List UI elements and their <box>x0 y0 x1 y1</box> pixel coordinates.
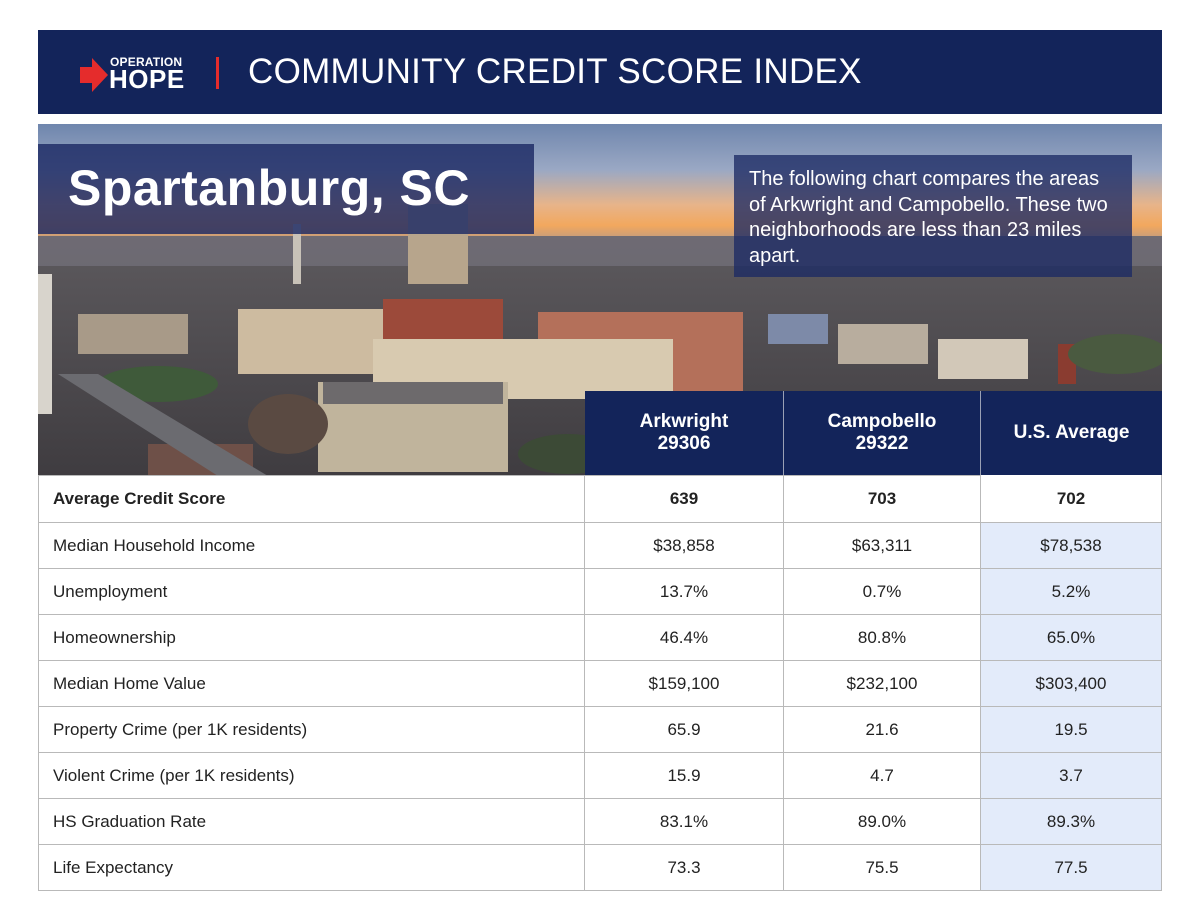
column-header-campobello: Campobello 29322 <box>784 391 981 475</box>
cell-arkwright: 83.1% <box>585 799 784 844</box>
arrow-logo-icon <box>80 58 108 92</box>
logo-text-top: OPERATION <box>110 55 183 69</box>
cell-campobello: 703 <box>784 475 981 522</box>
cell-arkwright: $38,858 <box>585 523 784 568</box>
cell-us-average: 77.5 <box>981 845 1162 890</box>
cell-us-average: 19.5 <box>981 707 1162 752</box>
city-title-box: Spartanburg, SC <box>38 144 534 234</box>
operation-hope-logo: OPERATION HOPE <box>80 54 200 94</box>
column-header-zip: 29306 <box>657 433 711 454</box>
logo-text-bottom: HOPE <box>109 64 185 94</box>
table-row-credit-score: Average Credit Score 639 703 702 <box>38 475 1162 523</box>
column-header-name: Campobello <box>827 411 937 432</box>
row-label: Unemployment <box>38 569 585 614</box>
table-row: Violent Crime (per 1K residents) 15.9 4.… <box>38 753 1162 799</box>
cell-arkwright: 65.9 <box>585 707 784 752</box>
table-row: Property Crime (per 1K residents) 65.9 2… <box>38 707 1162 753</box>
cell-arkwright: $159,100 <box>585 661 784 706</box>
cell-us-average: 5.2% <box>981 569 1162 614</box>
column-header-zip: 29322 <box>855 433 909 454</box>
cell-us-average: 702 <box>981 475 1162 522</box>
table-row: Life Expectancy 73.3 75.5 77.5 <box>38 845 1162 891</box>
cell-us-average: $303,400 <box>981 661 1162 706</box>
cell-arkwright: 639 <box>585 475 784 522</box>
row-label: Median Household Income <box>38 523 585 568</box>
cell-campobello: 89.0% <box>784 799 981 844</box>
cell-arkwright: 13.7% <box>585 569 784 614</box>
cell-campobello: $63,311 <box>784 523 981 568</box>
row-label: Median Home Value <box>38 661 585 706</box>
cell-campobello: 0.7% <box>784 569 981 614</box>
cell-us-average: $78,538 <box>981 523 1162 568</box>
row-label: Property Crime (per 1K residents) <box>38 707 585 752</box>
cell-arkwright: 73.3 <box>585 845 784 890</box>
column-header-arkwright: Arkwright 29306 <box>585 391 784 475</box>
row-label: Homeownership <box>38 615 585 660</box>
cell-campobello: 4.7 <box>784 753 981 798</box>
header-divider <box>216 57 219 89</box>
table-row: HS Graduation Rate 83.1% 89.0% 89.3% <box>38 799 1162 845</box>
header-bar: OPERATION HOPE COMMUNITY CREDIT SCORE IN… <box>38 30 1162 114</box>
comparison-table: Average Credit Score 639 703 702 Median … <box>38 475 1162 891</box>
cell-us-average: 3.7 <box>981 753 1162 798</box>
row-label: HS Graduation Rate <box>38 799 585 844</box>
city-title: Spartanburg, SC <box>68 160 470 216</box>
page-title: COMMUNITY CREDIT SCORE INDEX <box>248 52 862 91</box>
table-row: Median Household Income $38,858 $63,311 … <box>38 523 1162 569</box>
row-label: Life Expectancy <box>38 845 585 890</box>
description-text: The following chart compares the areas o… <box>749 168 1108 267</box>
column-header-name: U.S. Average <box>1013 422 1130 443</box>
table-row: Unemployment 13.7% 0.7% 5.2% <box>38 569 1162 615</box>
column-header-name: Arkwright <box>639 411 729 432</box>
cell-campobello: $232,100 <box>784 661 981 706</box>
table-row: Homeownership 46.4% 80.8% 65.0% <box>38 615 1162 661</box>
row-label: Violent Crime (per 1K residents) <box>38 753 585 798</box>
cell-us-average: 89.3% <box>981 799 1162 844</box>
cell-campobello: 75.5 <box>784 845 981 890</box>
description-box: The following chart compares the areas o… <box>734 155 1132 277</box>
cell-arkwright: 46.4% <box>585 615 784 660</box>
cell-arkwright: 15.9 <box>585 753 784 798</box>
table-row: Median Home Value $159,100 $232,100 $303… <box>38 661 1162 707</box>
cell-campobello: 80.8% <box>784 615 981 660</box>
column-header-us-average: U.S. Average <box>981 391 1162 475</box>
table-top-border <box>38 475 1162 476</box>
cell-us-average: 65.0% <box>981 615 1162 660</box>
row-label: Average Credit Score <box>38 475 585 522</box>
cell-campobello: 21.6 <box>784 707 981 752</box>
